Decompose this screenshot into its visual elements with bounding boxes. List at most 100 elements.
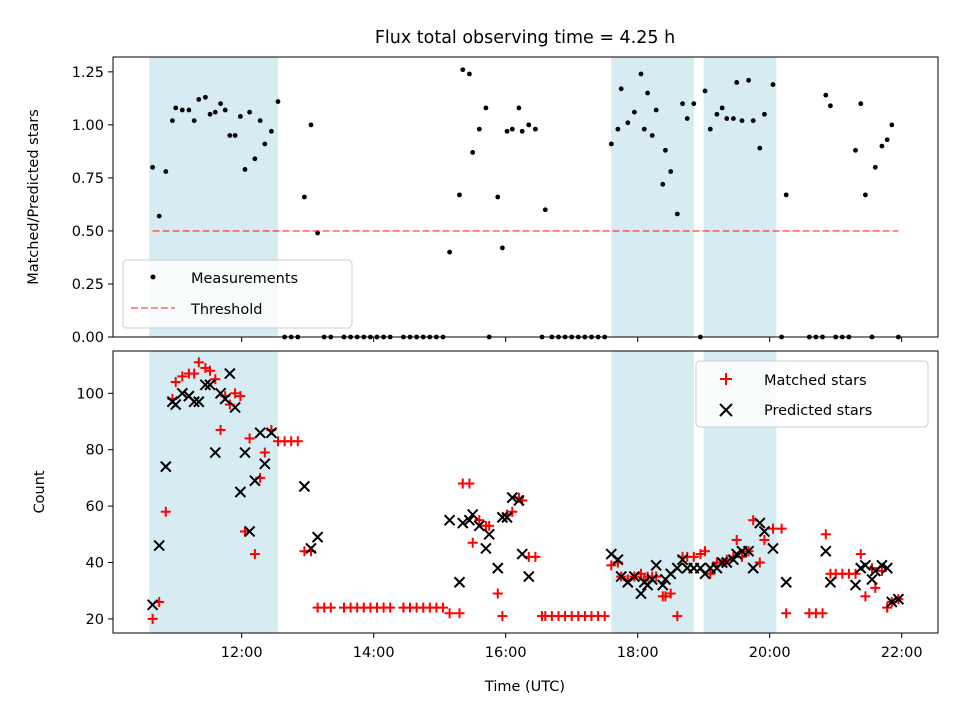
predicted-stars-point [635, 587, 647, 600]
measurements-point [163, 169, 169, 174]
matched-stars-point [170, 377, 181, 388]
measurements-point [724, 116, 730, 121]
bottom-y-tick-label: 60 [86, 499, 104, 515]
matched-stars-point [817, 608, 828, 619]
measurements-point [668, 169, 674, 174]
measurements-point [467, 71, 472, 77]
predicted-stars-point [298, 480, 311, 493]
predicted-stars-point [671, 562, 684, 574]
matched-stars-point [860, 591, 871, 602]
predicted-stars-point [758, 525, 771, 538]
top-y-tick-label: 1.25 [72, 65, 104, 81]
predicted-stars-point [650, 559, 662, 572]
measurements-point [170, 118, 175, 124]
measurements-point [227, 133, 233, 138]
predicted-stars-point [820, 545, 832, 557]
x-tick-label: 22:00 [881, 645, 923, 661]
matched-stars-point [754, 557, 765, 568]
matched-stars-point [606, 560, 617, 571]
measurements-point [196, 97, 202, 102]
measurements-point [308, 122, 314, 128]
top-y-tick-label: 0.50 [72, 224, 104, 240]
measurements-point [702, 88, 708, 94]
measurements-point [660, 181, 666, 187]
top-shaded-interval-1 [611, 57, 694, 337]
measurements-point [212, 109, 218, 115]
bottom-shaded-interval-1 [611, 351, 694, 633]
measurements-point [173, 105, 179, 111]
measurements-point [618, 86, 624, 92]
matched-stars-point [484, 520, 495, 531]
matched-stars-point [497, 611, 508, 622]
matched-stars-point [147, 613, 158, 624]
matched-stars-point [464, 478, 475, 489]
measurements-point [615, 126, 621, 132]
measurements-point [269, 128, 274, 134]
predicted-stars-point [453, 576, 466, 588]
legend-label-predicted: Predicted stars [764, 403, 872, 419]
matched-stars-point [210, 374, 221, 385]
measurements-point [680, 101, 685, 107]
measurements-point [237, 113, 243, 119]
predicted-stars-point [657, 579, 669, 591]
matched-stars-point [454, 608, 465, 619]
predicted-stars-point [628, 570, 641, 583]
matched-stars-point [705, 568, 716, 579]
measurements-point [714, 111, 720, 117]
measurements-point [516, 105, 522, 111]
matched-stars-point [665, 588, 676, 599]
top-y-tick-label: 0.00 [72, 330, 104, 346]
measurements-point [663, 147, 668, 153]
top-y-tick-label: 0.75 [72, 171, 104, 187]
measurements-point [674, 211, 680, 217]
x-tick-label: 14:00 [353, 645, 395, 661]
matched-stars-point [776, 523, 787, 534]
measurements-point [232, 133, 238, 138]
predicted-stars-point [727, 553, 740, 566]
measurements-point [653, 107, 659, 113]
predicted-stars-point [859, 559, 872, 572]
matched-stars-point [688, 551, 699, 562]
measurements-point [889, 122, 895, 128]
measurements-point [691, 101, 697, 107]
top-legend: Measurements Threshold [122, 259, 353, 329]
measurements-point [150, 164, 156, 170]
matched-stars-point [444, 608, 455, 619]
predicted-stars-point [866, 573, 878, 586]
predicted-stars-point [754, 517, 766, 529]
predicted-stars-point [716, 556, 728, 569]
measurements-point [739, 118, 745, 124]
measurements-point [519, 128, 525, 134]
matched-stars-point [660, 591, 671, 602]
predicted-stars-point [224, 367, 236, 380]
measurements-point [879, 143, 885, 149]
measurements-legend-marker [150, 274, 156, 280]
measurements-point [191, 118, 197, 124]
measurements-point [222, 107, 228, 113]
measurements-point [242, 167, 248, 172]
predicted-stars-point [721, 556, 733, 569]
predicted-stars-point [747, 562, 759, 574]
predicted-stars-point [523, 570, 535, 583]
measurements-point [649, 133, 655, 138]
predicted-stars-point [676, 553, 689, 566]
measurements-point [495, 194, 501, 200]
predicted-stars-point [457, 517, 469, 529]
measurements-point [460, 67, 466, 73]
matched-stars-point [474, 515, 485, 526]
predicted-stars-point [516, 548, 528, 560]
matched-stars-point [507, 506, 518, 517]
predicted-stars-point [742, 545, 755, 557]
measurements-point [858, 101, 864, 107]
predicted-stars-point [234, 486, 247, 498]
measurements-point [632, 109, 637, 115]
measurements-point [302, 194, 307, 200]
predicted-legend-marker [719, 403, 733, 417]
matched-stars-point [189, 368, 200, 379]
predicted-stars-point [480, 542, 492, 555]
predicted-stars-point [254, 427, 266, 439]
measurements-point [218, 101, 223, 107]
predicted-stars-point [849, 579, 862, 591]
matched-stars-point [160, 506, 171, 517]
top-shaded-interval-2 [703, 57, 777, 337]
